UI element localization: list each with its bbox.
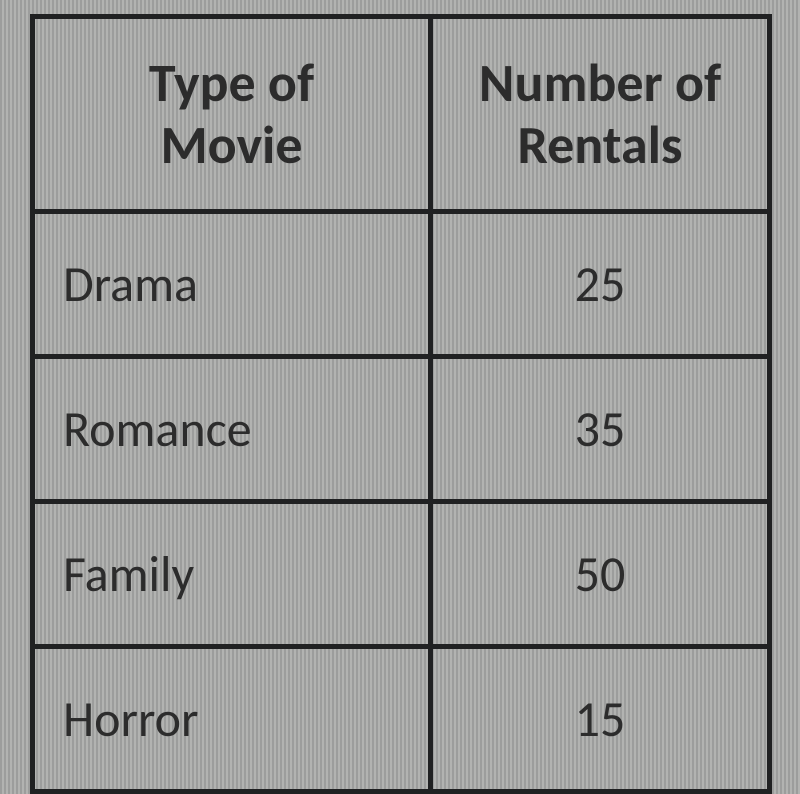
column-header-rentals: Number ofRentals [430, 17, 769, 212]
cell-rentals: 25 [430, 212, 769, 357]
column-header-type: Type ofMovie [33, 17, 431, 212]
movie-rentals-table: Type ofMovie Number ofRentals Drama 25 R… [30, 14, 772, 794]
table-row: Family 50 [33, 502, 770, 647]
cell-type: Family [33, 502, 431, 647]
cell-type: Horror [33, 647, 431, 792]
table-header-row: Type ofMovie Number ofRentals [33, 17, 770, 212]
cell-type: Drama [33, 212, 431, 357]
cell-rentals: 15 [430, 647, 769, 792]
table-row: Drama 25 [33, 212, 770, 357]
cell-type: Romance [33, 357, 431, 502]
table-row: Romance 35 [33, 357, 770, 502]
table-row: Horror 15 [33, 647, 770, 792]
cell-rentals: 35 [430, 357, 769, 502]
cell-rentals: 50 [430, 502, 769, 647]
movie-rentals-table-container: Type ofMovie Number ofRentals Drama 25 R… [30, 14, 772, 794]
